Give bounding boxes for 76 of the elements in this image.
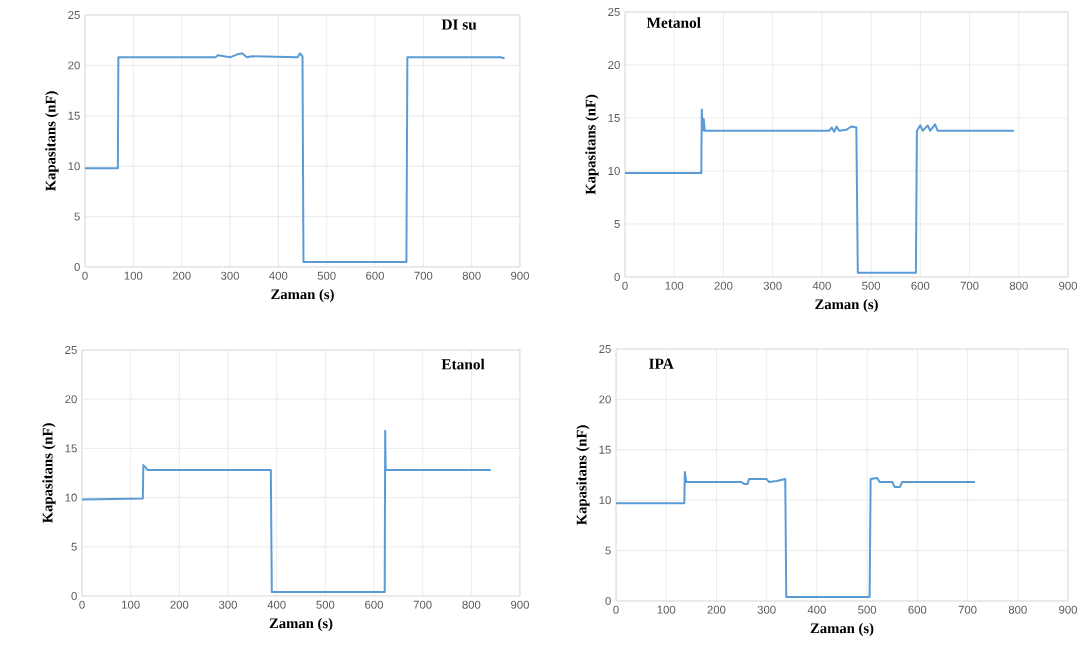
x-tick-label: 100	[657, 605, 676, 614]
x-tick-label: 900	[1059, 605, 1078, 614]
x-tick-label: 400	[812, 281, 831, 290]
x-tick-label: 900	[511, 600, 529, 609]
y-tick-label: 20	[608, 60, 620, 69]
chart-title: DI su	[441, 19, 477, 30]
x-tick-label: 600	[911, 281, 930, 290]
y-tick-label: 15	[65, 444, 77, 453]
y-tick-label: 10	[65, 493, 77, 502]
x-tick-label: 200	[172, 271, 191, 280]
line-series	[616, 470, 977, 598]
y-tick-label: 25	[68, 10, 80, 19]
y-tick-label: 15	[68, 111, 80, 120]
y-tick-label: 5	[74, 212, 80, 221]
chart-title: Metanol	[646, 17, 701, 28]
x-tick-label: 700	[414, 271, 433, 280]
x-tick-label: 800	[1008, 605, 1027, 614]
line-series	[625, 108, 1015, 274]
x-tick-label: 400	[807, 605, 826, 614]
y-tick-label: 25	[608, 7, 620, 16]
y-axis-title: Kapasitans (nF)	[42, 423, 56, 524]
x-tick-label: 300	[763, 281, 782, 290]
x-tick-label: 200	[170, 600, 189, 609]
x-tick-label: 600	[365, 600, 383, 609]
y-tick-label: 20	[65, 395, 77, 404]
x-tick-label: 0	[82, 271, 88, 280]
x-tick-label: 600	[366, 271, 384, 280]
y-tick-label: 25	[65, 345, 77, 354]
x-tick-label: 800	[1009, 281, 1028, 290]
y-tick-label: 5	[71, 542, 77, 551]
x-tick-label: 700	[960, 281, 979, 290]
x-axis-title: Zaman (s)	[815, 298, 878, 313]
x-tick-label: 900	[511, 271, 529, 280]
y-axis-title: Kapasitans (nF)	[585, 94, 599, 195]
x-tick-label: 500	[316, 600, 335, 609]
x-tick-label: 100	[665, 281, 684, 290]
x-tick-label: 700	[958, 605, 977, 614]
x-tick-label: 300	[218, 600, 238, 609]
y-axis-title: Kapasitans (nF)	[45, 91, 59, 192]
y-tick-label: 15	[599, 445, 611, 454]
x-tick-label: 300	[757, 605, 776, 614]
x-tick-label: 800	[462, 600, 481, 609]
x-tick-label: 300	[220, 271, 240, 280]
line-series	[85, 52, 506, 263]
chart-title: IPA	[649, 358, 674, 369]
y-tick-label: 5	[605, 546, 611, 555]
x-tick-label: 400	[269, 271, 288, 280]
y-axis-title: Kapasitans (nF)	[576, 425, 590, 526]
x-tick-label: 500	[317, 271, 336, 280]
x-tick-label: 900	[1059, 281, 1077, 290]
y-tick-label: 0	[74, 262, 80, 271]
x-tick-label: 500	[858, 605, 877, 614]
x-tick-label: 200	[707, 605, 726, 614]
y-tick-label: 20	[599, 395, 611, 404]
chart-title: Etanol	[441, 358, 485, 370]
x-tick-label: 200	[714, 281, 733, 290]
line-series	[82, 429, 492, 594]
y-tick-label: 15	[608, 114, 620, 122]
y-tick-label: 5	[614, 220, 620, 228]
y-tick-label: 0	[71, 591, 77, 600]
x-tick-label: 100	[122, 600, 140, 609]
y-tick-label: 10	[608, 166, 620, 175]
x-tick-label: 100	[124, 271, 143, 280]
x-tick-label: 500	[862, 281, 881, 290]
x-tick-label: 700	[413, 600, 432, 609]
x-axis-title: Zaman (s)	[810, 622, 874, 637]
x-tick-label: 400	[267, 600, 286, 609]
x-axis-title: Zaman (s)	[271, 288, 334, 303]
x-tick-label: 600	[908, 605, 927, 614]
x-tick-label: 800	[462, 271, 481, 280]
y-tick-label: 20	[68, 61, 80, 70]
x-axis-title: Zaman (s)	[269, 617, 333, 632]
y-tick-label: 10	[68, 162, 80, 171]
y-tick-label: 25	[599, 344, 611, 353]
y-tick-label: 10	[599, 496, 611, 505]
x-tick-label: 0	[622, 281, 628, 290]
